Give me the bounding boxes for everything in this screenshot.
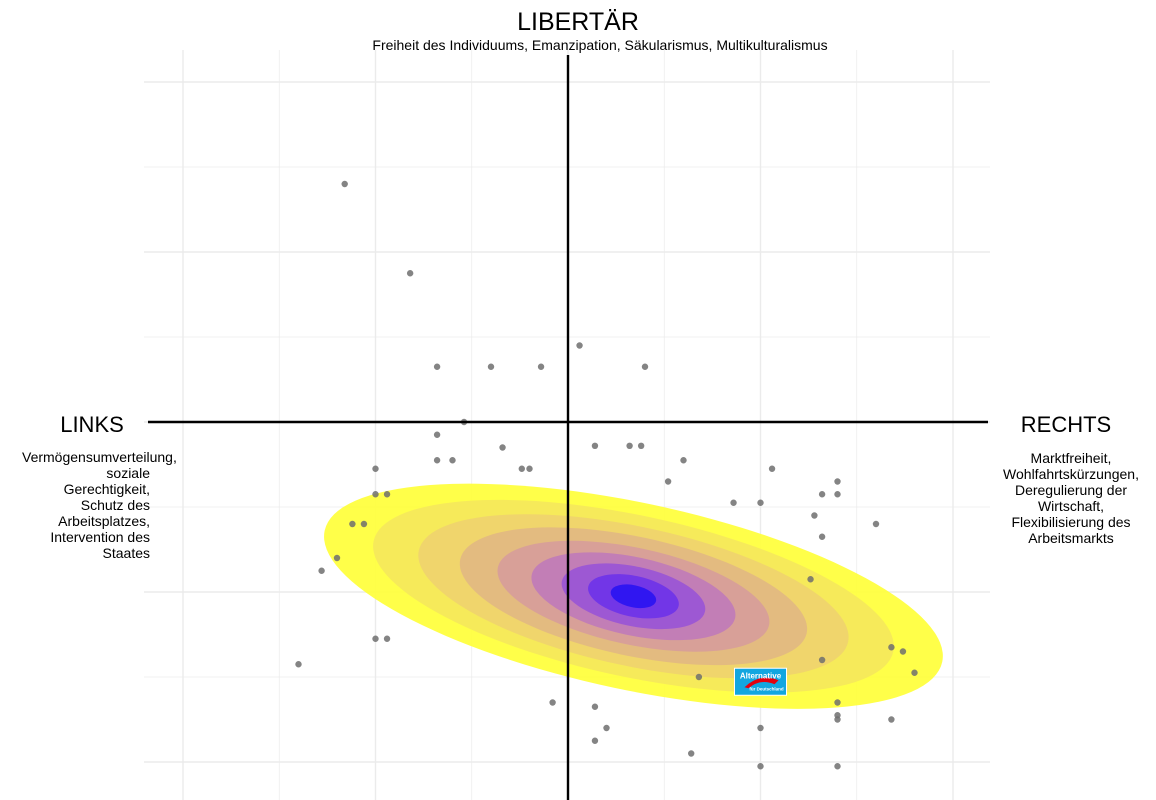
- data-point: [757, 499, 764, 506]
- data-point: [449, 457, 456, 464]
- data-point: [499, 444, 506, 451]
- data-point: [680, 457, 687, 464]
- data-point: [757, 763, 764, 770]
- data-point: [576, 342, 583, 349]
- data-point: [664, 478, 672, 485]
- data-point: [591, 737, 599, 744]
- data-point: [641, 363, 649, 370]
- data-point: [818, 491, 826, 498]
- logo-text-main: Alternative: [740, 671, 782, 680]
- data-point: [834, 763, 841, 770]
- data-point: [383, 491, 391, 498]
- data-point: [372, 491, 379, 498]
- data-point: [834, 491, 841, 498]
- data-point: [811, 512, 818, 519]
- data-point: [433, 457, 441, 464]
- data-point: [433, 363, 441, 370]
- data-point: [899, 648, 907, 655]
- density-overlay: [324, 483, 943, 709]
- data-point: [406, 270, 414, 277]
- data-points: [295, 180, 918, 770]
- top-axis-title: LIBERTÄR: [517, 8, 639, 36]
- data-point: [637, 442, 645, 449]
- data-point: [872, 520, 880, 528]
- right-axis-title: RECHTS: [1020, 412, 1112, 437]
- data-point: [349, 520, 356, 528]
- data-point: [591, 703, 599, 710]
- party-logo: Alternative für Deutschland: [734, 667, 787, 696]
- data-point: [626, 442, 633, 449]
- top-axis-subtitle: Freiheit des Individuums, Emanzipation, …: [372, 37, 828, 53]
- data-point: [526, 465, 533, 472]
- data-point: [518, 465, 525, 472]
- data-point: [757, 724, 764, 732]
- data-point: [487, 363, 495, 370]
- data-point: [295, 661, 302, 668]
- data-point: [730, 499, 737, 506]
- data-point: [433, 431, 441, 438]
- data-point: [333, 554, 341, 562]
- data-point: [318, 567, 325, 574]
- data-point: [372, 635, 379, 642]
- data-point: [834, 716, 841, 723]
- logo-arrow-icon: [744, 677, 779, 689]
- data-point: [537, 363, 545, 370]
- logo-text-sub: für Deutschland: [749, 686, 784, 691]
- data-point: [688, 750, 695, 757]
- data-point: [834, 699, 841, 706]
- data-point: [888, 644, 895, 651]
- data-point: [341, 180, 348, 188]
- data-point: [768, 465, 776, 472]
- data-point: [383, 635, 391, 642]
- data-point: [807, 576, 814, 583]
- data-point: [834, 478, 841, 485]
- density-level-9: [610, 584, 657, 609]
- left-axis-title: LINKS: [60, 412, 124, 437]
- data-point: [591, 442, 599, 449]
- data-point: [360, 520, 368, 528]
- data-point: [695, 673, 703, 681]
- data-point: [888, 716, 895, 723]
- right-axis-description: Marktfreiheit, Wohlfahrtskürzungen, Dere…: [1003, 450, 1139, 546]
- data-point: [818, 533, 826, 540]
- data-point: [911, 669, 918, 676]
- axes: [148, 55, 988, 800]
- data-point: [603, 724, 610, 732]
- data-point: [372, 465, 379, 472]
- data-point: [818, 656, 826, 664]
- data-point: [549, 699, 556, 706]
- left-axis-description: Vermögensumverteilung, soziale Gerechtig…: [22, 449, 177, 561]
